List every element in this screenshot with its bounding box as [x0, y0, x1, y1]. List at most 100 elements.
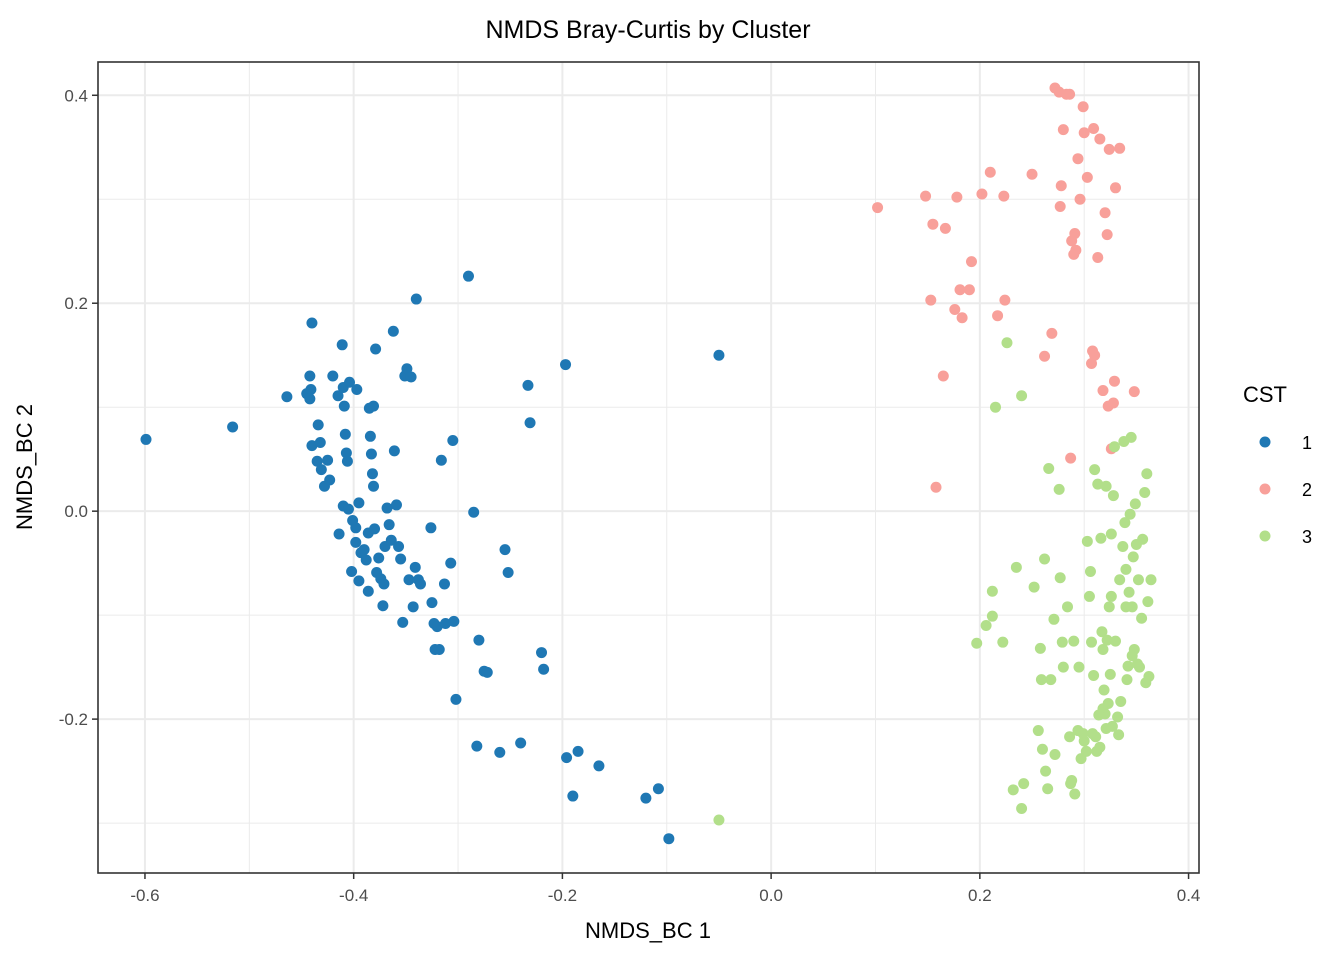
data-point — [1114, 142, 1126, 154]
data-point — [1098, 684, 1110, 696]
data-point — [965, 256, 977, 268]
data-point — [315, 464, 327, 476]
data-point — [1086, 358, 1098, 370]
data-point — [925, 294, 937, 306]
data-point — [433, 643, 445, 655]
data-point — [370, 343, 382, 355]
data-point — [353, 575, 365, 587]
data-point — [1122, 660, 1134, 672]
data-point — [956, 312, 968, 324]
data-point — [366, 468, 378, 480]
data-point — [1040, 765, 1052, 777]
data-point — [322, 454, 334, 466]
data-points — [140, 82, 1157, 845]
data-point — [951, 191, 963, 203]
data-point — [381, 502, 393, 514]
data-point — [986, 585, 998, 597]
data-point — [1045, 674, 1057, 686]
x-tick-label: -0.6 — [130, 886, 159, 905]
x-axis-title: NMDS_BC 1 — [585, 918, 711, 943]
data-point — [930, 481, 942, 493]
data-point — [340, 447, 352, 459]
data-point — [324, 474, 336, 486]
data-point — [1139, 486, 1151, 498]
data-point — [1104, 668, 1116, 680]
data-point — [365, 448, 377, 460]
data-point — [378, 578, 390, 590]
y-tick-label: 0.2 — [64, 294, 88, 313]
series-1 — [140, 270, 725, 845]
data-point — [652, 783, 664, 795]
data-point — [462, 270, 474, 282]
data-point — [342, 503, 354, 515]
data-point — [1094, 133, 1106, 145]
legend-key — [1259, 530, 1271, 542]
legend: CST 1 2 3 — [1243, 382, 1312, 547]
data-point — [1064, 731, 1076, 743]
data-point — [1046, 327, 1058, 339]
data-point — [314, 437, 326, 449]
data-point — [1048, 613, 1060, 625]
data-point — [937, 370, 949, 382]
x-tick-label: 0.0 — [759, 886, 783, 905]
data-point — [1069, 228, 1081, 240]
data-point — [561, 752, 573, 764]
data-point — [438, 578, 450, 590]
data-point — [536, 647, 548, 659]
series-2 — [872, 82, 1140, 493]
data-point — [1068, 248, 1080, 260]
data-point — [1083, 590, 1095, 602]
x-tick-label: 0.2 — [968, 886, 992, 905]
data-point — [1127, 551, 1139, 563]
data-point — [999, 294, 1011, 306]
data-point — [448, 615, 460, 627]
data-point — [1081, 171, 1093, 183]
data-point — [426, 597, 438, 609]
data-point — [425, 522, 437, 534]
data-point — [306, 440, 318, 452]
data-point — [515, 737, 527, 749]
data-point — [1053, 483, 1065, 495]
data-point — [369, 523, 381, 535]
data-point — [992, 310, 1004, 322]
chart-title: NMDS Bray-Curtis by Cluster — [485, 16, 810, 44]
data-point — [1057, 661, 1069, 673]
data-point — [227, 421, 239, 433]
data-point — [663, 833, 675, 845]
data-point — [1042, 783, 1054, 795]
grid-lines — [98, 62, 1199, 873]
y-tick-label: -0.2 — [59, 710, 88, 729]
data-point — [1074, 193, 1086, 205]
data-point — [473, 634, 485, 646]
data-point — [1099, 207, 1111, 219]
data-point — [362, 585, 374, 597]
data-point — [1134, 661, 1146, 673]
y-axis-title: NMDS_BC 2 — [12, 404, 37, 530]
data-point — [1034, 642, 1046, 654]
data-point — [1115, 695, 1127, 707]
data-point — [524, 417, 536, 429]
x-tick-label: -0.2 — [548, 886, 577, 905]
data-point — [1128, 386, 1140, 398]
data-point — [1103, 601, 1115, 613]
data-point — [1049, 748, 1061, 760]
data-point — [1054, 201, 1066, 213]
data-point — [1132, 574, 1144, 586]
data-point — [364, 430, 376, 442]
legend-key — [1259, 436, 1271, 448]
data-point — [409, 561, 421, 573]
y-tick-label: 0.0 — [64, 502, 88, 521]
data-point — [1016, 803, 1028, 815]
x-tick-label: -0.4 — [339, 886, 368, 905]
data-point — [1064, 88, 1076, 100]
data-point — [1077, 101, 1089, 113]
legend-key — [1259, 483, 1271, 495]
data-point — [346, 565, 358, 577]
data-point — [1056, 636, 1068, 648]
data-point — [393, 541, 405, 553]
data-point — [368, 400, 380, 412]
data-point — [358, 544, 370, 556]
data-point — [401, 363, 413, 375]
data-point — [1121, 674, 1133, 686]
